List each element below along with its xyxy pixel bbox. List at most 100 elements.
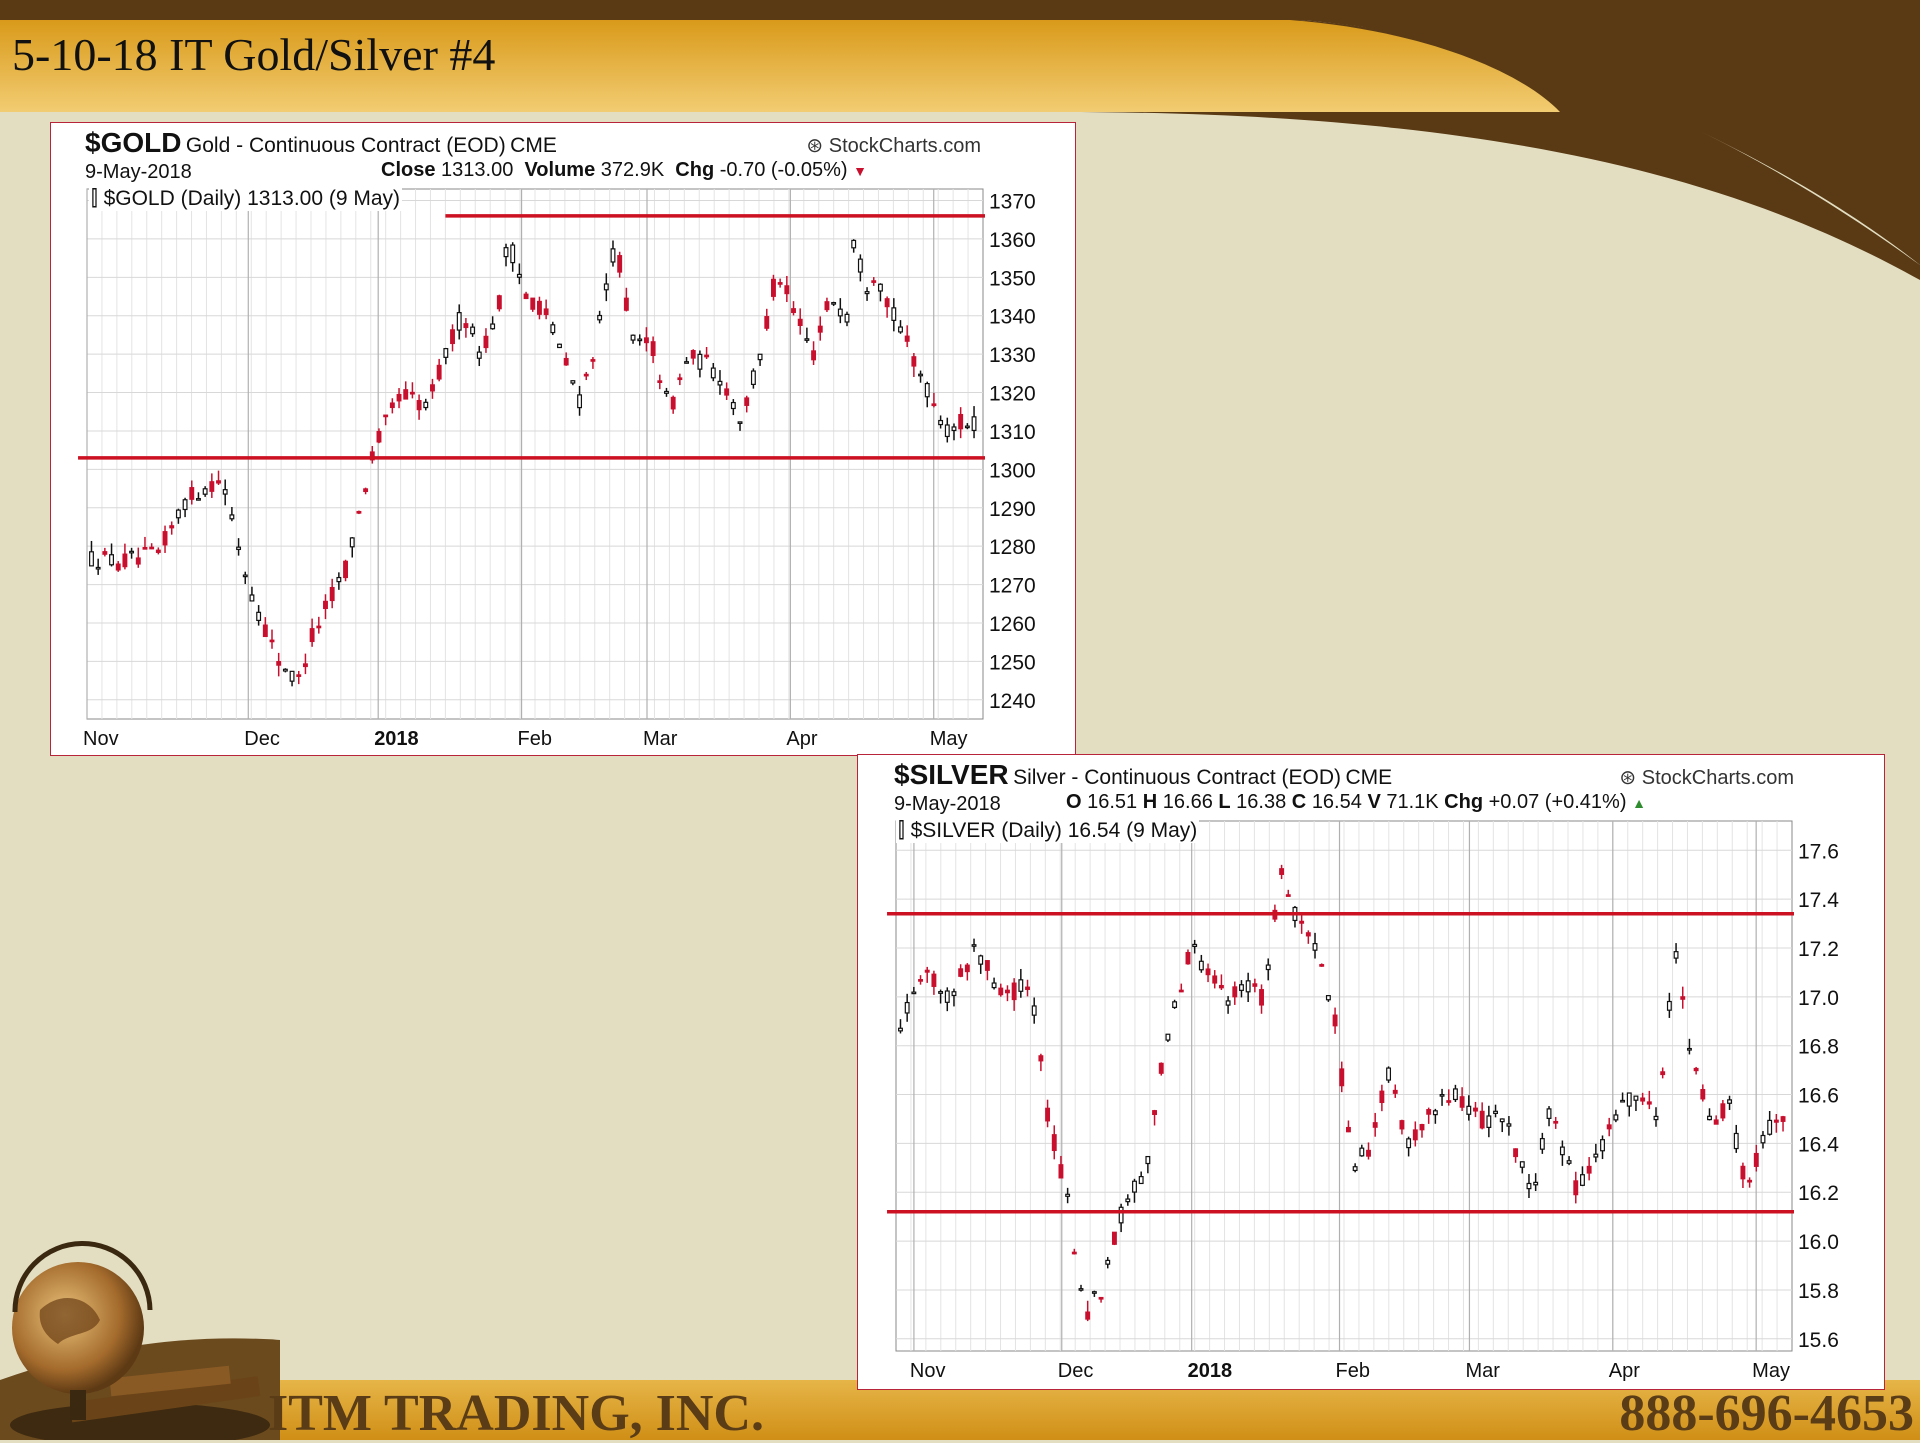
silver-candle: [1218, 974, 1224, 991]
gold-candle: [891, 298, 897, 332]
gold-candle: [737, 421, 743, 431]
gold-candle: [536, 296, 542, 320]
silver-candle: [1633, 1095, 1639, 1112]
gold-candle: [964, 423, 970, 430]
silver-candle: [1085, 1300, 1091, 1322]
gold-candle: [496, 294, 502, 312]
gold-xtick-label: Feb: [518, 728, 552, 750]
gold-candle: [811, 341, 817, 365]
gold-candle: [296, 670, 302, 685]
silver-candle: [1265, 958, 1271, 981]
gold-candle: [389, 398, 395, 414]
silver-candle: [1653, 1107, 1659, 1127]
silver-xtick-label: Apr: [1609, 1360, 1640, 1382]
gold-candle: [476, 345, 482, 367]
gold-candle: [884, 296, 890, 318]
silver-candle: [1459, 1087, 1465, 1112]
silver-ytick-label: 15.6: [1798, 1329, 1839, 1352]
gold-candle: [409, 382, 415, 399]
silver-candle: [1345, 1120, 1351, 1133]
silver-candle: [971, 938, 977, 952]
silver-candle: [1479, 1102, 1485, 1130]
silver-candle: [1091, 1290, 1097, 1297]
silver-candle: [1439, 1088, 1445, 1106]
silver-candle: [1573, 1171, 1579, 1204]
stockcharts-logo-icon: ⊛: [806, 135, 824, 157]
silver-candle: [1212, 970, 1218, 989]
gold-candle: [657, 374, 663, 390]
gold-candle: [456, 304, 462, 340]
gold-candle: [730, 399, 736, 416]
silver-candle: [1747, 1177, 1753, 1188]
gold-candle: [824, 297, 830, 313]
silver-ytick-label: 16.8: [1798, 1036, 1839, 1059]
silver-candle: [1239, 980, 1244, 998]
gold-candle: [744, 395, 750, 413]
silver-candle: [958, 964, 964, 978]
gold-chg-label: Chg: [675, 159, 715, 181]
gold-ytick-label: 1350: [989, 267, 1036, 290]
silver-candle: [1145, 1155, 1151, 1174]
silver-ytick-label: 16.2: [1798, 1182, 1839, 1205]
gold-candle: [363, 487, 369, 495]
silver-candle: [998, 983, 1004, 997]
gold-candle: [717, 370, 723, 395]
gold-ytick-label: 1360: [989, 229, 1036, 252]
bar-chart-icon: ⫿: [898, 819, 905, 842]
silver-candle: [924, 966, 930, 983]
silver-candle: [1466, 1095, 1472, 1121]
silver-plot: 17.6 17.4 17.2 17.0 16.8 16.6 16.4 16.2 16.0 15.8…: [887, 820, 1839, 1382]
gold-ytick-label: 1310: [989, 421, 1036, 444]
gold-candle: [102, 547, 108, 557]
gold-candle: [563, 352, 569, 366]
silver-candle: [1753, 1144, 1759, 1172]
gold-candle: [944, 417, 950, 443]
gold-candle: [630, 334, 636, 344]
gold-candle: [490, 316, 496, 330]
gold-chart: $GOLD Gold - Continuous Contract (EOD) C…: [50, 122, 1076, 756]
gold-candle: [369, 446, 375, 464]
silver-chart: $SILVER Silver - Continuous Contract (EO…: [857, 754, 1885, 1390]
silver-v-label: V: [1367, 791, 1381, 813]
gold-candle: [262, 617, 268, 638]
silver-open: 16.51: [1087, 791, 1138, 813]
gold-brand: StockCharts.com: [828, 135, 981, 157]
silver-volume: 71.1K: [1386, 791, 1439, 813]
silver-candle: [1446, 1089, 1452, 1106]
silver-candle: [1299, 912, 1305, 934]
silver-candle: [1051, 1125, 1057, 1160]
silver-chg: +0.07 (+0.41%): [1488, 791, 1627, 813]
gold-plot: 1370 1360 1350 1340 1330 1320 1310 1300 1290 1280…: [78, 188, 1036, 750]
silver-candle: [1078, 1284, 1084, 1292]
gold-candle: [804, 327, 810, 343]
silver-candle: [1546, 1106, 1552, 1127]
silver-candle: [1680, 986, 1686, 1009]
gold-candle: [383, 414, 389, 426]
gold-candle: [918, 370, 924, 383]
silver-candle: [1225, 996, 1231, 1014]
silver-candle: [1165, 1033, 1171, 1043]
silver-candle: [1539, 1132, 1545, 1154]
gold-candle: [817, 316, 823, 341]
silver-candle: [1640, 1092, 1646, 1105]
silver-ytick-label: 17.0: [1798, 987, 1839, 1010]
gold-candle: [643, 327, 649, 352]
gold-candle: [617, 251, 623, 278]
gold-candle: [610, 240, 616, 267]
silver-candle: [1533, 1173, 1539, 1192]
gold-ytick-label: 1290: [989, 498, 1036, 521]
gold-candle: [155, 547, 161, 555]
silver-h-label: H: [1142, 791, 1158, 813]
silver-candle: [1098, 1296, 1104, 1303]
silver-candle: [1192, 939, 1198, 954]
silver-ytick-label: 16.0: [1798, 1231, 1839, 1254]
silver-symbol: $SILVER: [894, 759, 1009, 790]
silver-candle: [1071, 1248, 1077, 1255]
gold-candle: [864, 287, 870, 301]
gold-candle: [557, 343, 562, 349]
silver-candle: [1767, 1110, 1773, 1136]
silver-candle: [1713, 1115, 1719, 1125]
gold-candle: [95, 558, 101, 575]
silver-candle: [1432, 1108, 1438, 1124]
gold-candle: [175, 508, 181, 524]
